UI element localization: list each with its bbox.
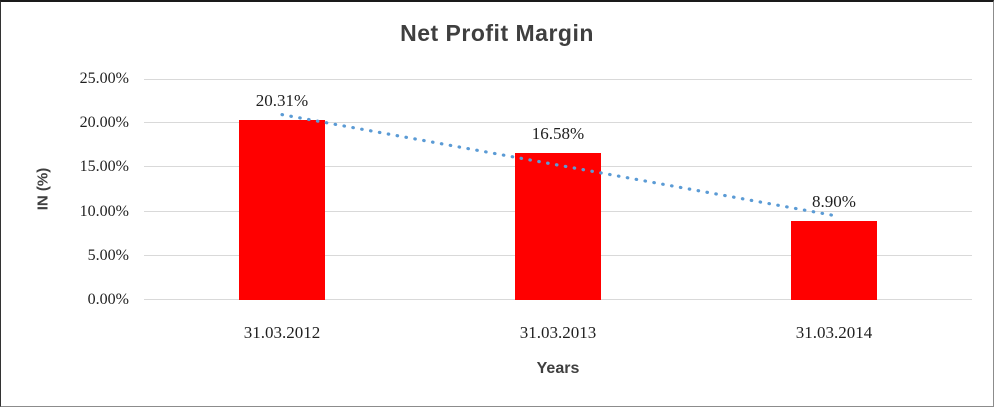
trendline: [280, 113, 836, 218]
bar-data-label-2: 8.90%: [812, 192, 856, 212]
y-tick-label-1: 5.00%: [87, 246, 129, 264]
bar-2: [791, 221, 877, 300]
plot-area: 20.31% 16.58% 8.90%: [144, 79, 972, 300]
bar-data-label-0: 20.31%: [255, 91, 309, 111]
y-tick-label-2: 10.00%: [79, 202, 129, 220]
x-category-label-0: 31.03.2012: [243, 323, 321, 342]
bar-1: [515, 153, 601, 300]
gridline: [144, 122, 972, 124]
gridline: [144, 79, 972, 80]
trendline-path: [280, 113, 836, 218]
chart-title: Net Profit Margin: [400, 20, 594, 46]
y-tick-label-5: 25.00%: [79, 70, 129, 87]
y-tick-label-0: 0.00%: [87, 291, 129, 308]
bar-0: [239, 120, 325, 300]
y-tick-label-3: 15.00%: [79, 158, 129, 176]
bar-data-label-1: 16.58%: [531, 124, 585, 144]
x-category-label-1: 31.03.2013: [519, 323, 597, 342]
y-tick-label-4: 20.00%: [79, 114, 129, 132]
x-category-label-2: 31.03.2014: [795, 323, 873, 342]
x-axis-title: Years: [536, 360, 580, 377]
